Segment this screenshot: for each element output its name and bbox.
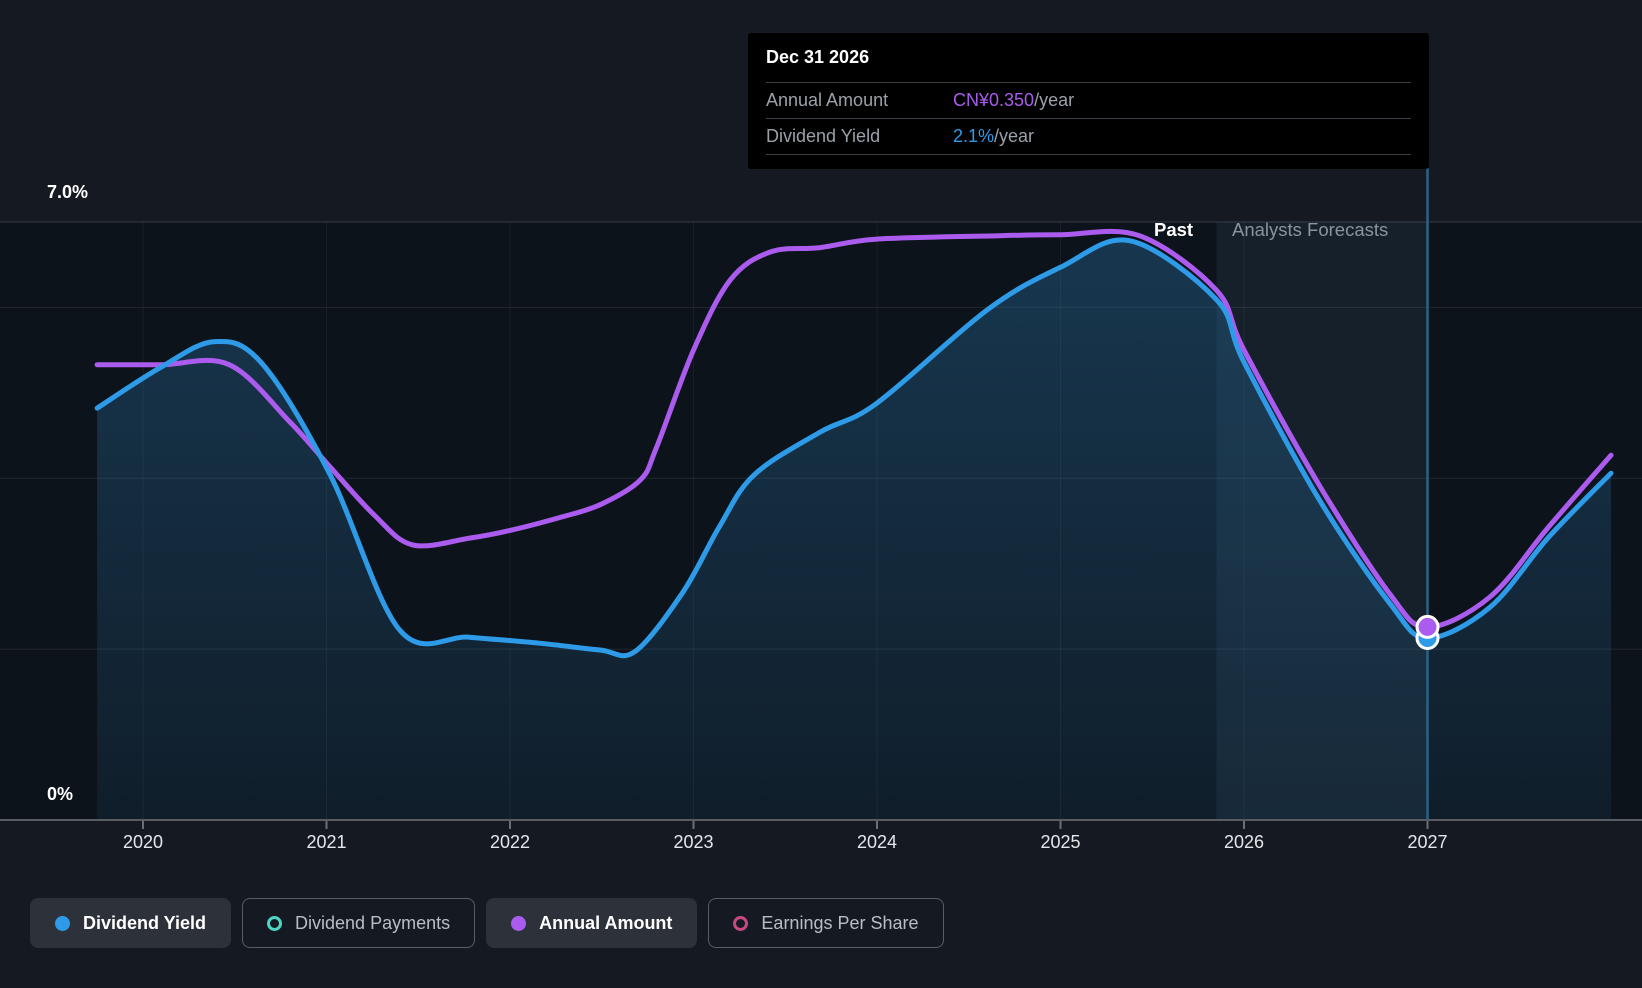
- x-axis-label-2027: 2027: [1407, 832, 1448, 852]
- legend-label: Dividend Payments: [295, 912, 451, 933]
- tooltip-row-label: Dividend Yield: [766, 126, 881, 146]
- past-label: Past: [1154, 219, 1194, 240]
- chart-legend: Dividend Yield Dividend Payments Annual …: [30, 898, 944, 948]
- dividend-payments-ring-icon: [267, 915, 283, 931]
- tooltip-row-suffix: /year: [994, 126, 1035, 146]
- legend-label: Dividend Yield: [83, 912, 207, 933]
- x-axis-label-2022: 2022: [489, 832, 531, 852]
- x-axis-label-2025: 2025: [1040, 832, 1081, 852]
- chart-tooltip: Dec 31 2026 Annual Amount CN¥0.350/year …: [748, 33, 1429, 169]
- earnings-per-share-ring-icon: [733, 915, 749, 931]
- x-axis-label-2026: 2026: [1223, 832, 1265, 852]
- tooltip-row-value: CN¥0.350: [953, 90, 1035, 110]
- tooltip-row-suffix: /year: [1034, 90, 1075, 110]
- analysts-forecasts-label: Analysts Forecasts: [1232, 219, 1389, 240]
- tooltip-row-label: Annual Amount: [766, 90, 889, 110]
- x-axis-label-2021: 2021: [306, 832, 347, 852]
- legend-chip-dividend-yield[interactable]: Dividend Yield: [30, 898, 232, 948]
- tooltip-row-dividend-yield: Dividend Yield 2.1%/year: [766, 118, 1411, 154]
- legend-chip-annual-amount[interactable]: Annual Amount: [486, 898, 698, 948]
- legend-chip-earnings-per-share[interactable]: Earnings Per Share: [708, 898, 944, 948]
- legend-label: Earnings Per Share: [761, 912, 919, 933]
- annual-amount-dot-icon: [511, 915, 527, 931]
- y-axis-label-bottom: 0%: [47, 784, 74, 804]
- legend-label: Annual Amount: [539, 912, 673, 933]
- annual-amount-hover-marker: [1415, 614, 1440, 639]
- x-axis-label-2023: 2023: [673, 832, 714, 852]
- dividend-yield-area-fill: [97, 239, 1612, 820]
- x-axis-label-2020: 2020: [122, 832, 164, 852]
- tooltip-divider: [766, 154, 1411, 155]
- tooltip-row-annual-amount: Annual Amount CN¥0.350/year: [766, 82, 1411, 118]
- x-axis-label-2024: 2024: [856, 832, 898, 852]
- dividend-yield-line: [94, 237, 1614, 659]
- tooltip-date: Dec 31 2026: [766, 47, 870, 67]
- annual-amount-line: [94, 228, 1614, 630]
- tooltip-row-value: 2.1%: [953, 126, 995, 146]
- dividend-yield-dot-icon: [55, 915, 70, 931]
- y-axis-label-top: 7.0%: [47, 182, 89, 202]
- legend-chip-dividend-payments[interactable]: Dividend Payments: [242, 898, 476, 948]
